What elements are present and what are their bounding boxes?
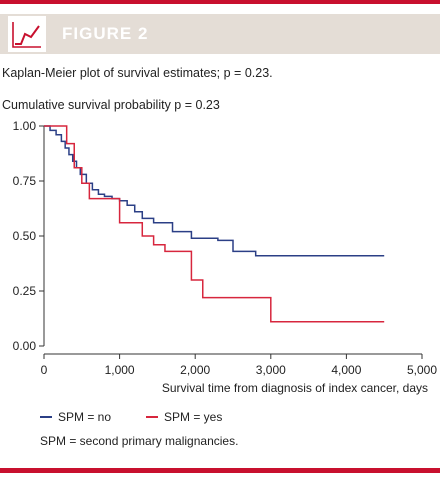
legend-swatch-spm-yes <box>146 416 158 418</box>
kaplan-meier-chart: 0.00 0.25 0.50 0.75 1.00 0 1,000 2,000 3,000 4,00… <box>13 119 438 395</box>
figure-header: FIGURE 2 <box>0 14 440 54</box>
x-tick-label-0: 0 <box>41 363 48 377</box>
figure-label: FIGURE 2 <box>62 24 149 43</box>
series-line-spm-no <box>44 125 385 257</box>
legend-swatch-spm-no <box>40 416 52 418</box>
x-tick-label-3: 3,000 <box>256 363 286 377</box>
series-line-spm-yes <box>44 125 385 323</box>
chart-title: Cumulative survival probability p = 0.23 <box>2 98 220 112</box>
line-chart-icon <box>8 16 46 52</box>
x-axis-label: Survival time from diagnosis of index ca… <box>162 381 428 395</box>
y-tick-label-3: 0.75 <box>13 174 37 188</box>
figure-caption: Kaplan-Meier plot of survival estimates;… <box>2 66 273 80</box>
x-tick-label-4: 4,000 <box>331 363 361 377</box>
y-tick-label-0: 0.00 <box>13 339 37 353</box>
legend-label-spm-yes: SPM = yes <box>164 410 223 424</box>
legend-item-spm-no: SPM = no <box>40 410 111 424</box>
top-accent-rule <box>0 0 440 4</box>
legend-label-spm-no: SPM = no <box>58 410 112 424</box>
y-tick-label-4: 1.00 <box>13 119 37 133</box>
legend-item-spm-yes: SPM = yes <box>146 410 222 424</box>
x-tick-label-2: 2,000 <box>180 363 210 377</box>
y-tick-label-1: 0.25 <box>13 284 37 298</box>
x-tick-label-1: 1,000 <box>105 363 135 377</box>
x-tick-label-5: 5,000 <box>407 363 437 377</box>
y-tick-label-2: 0.50 <box>13 229 37 243</box>
bottom-accent-rule <box>0 468 440 473</box>
footnote: SPM = second primary malignancies. <box>40 434 239 448</box>
